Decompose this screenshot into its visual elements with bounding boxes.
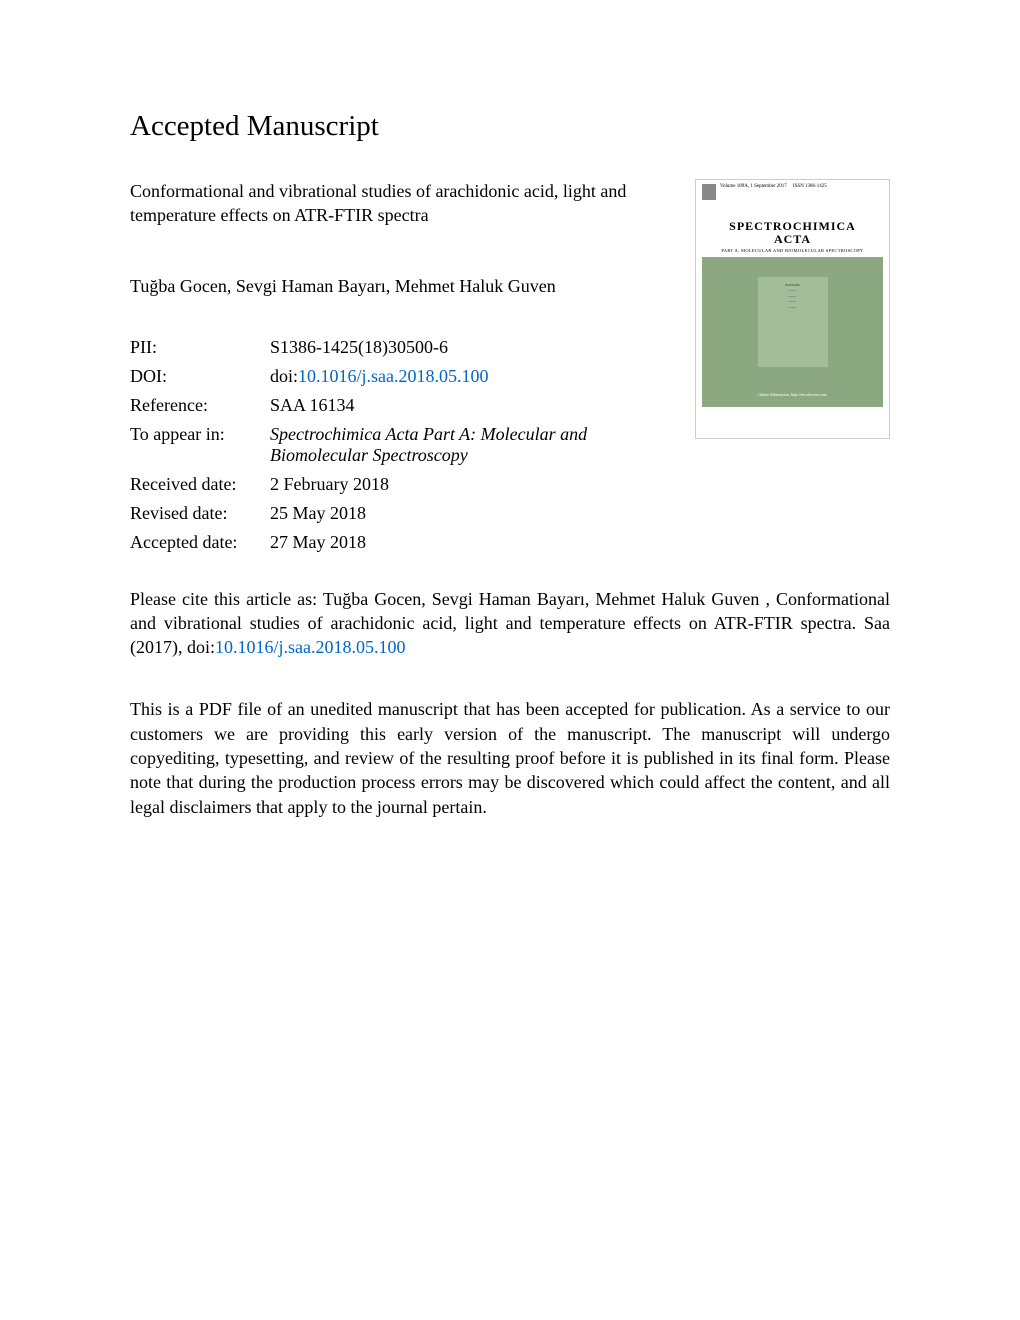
appear-label: To appear in: bbox=[130, 420, 270, 470]
elsevier-logo-icon bbox=[702, 184, 716, 200]
table-row: DOI: doi:10.1016/j.saa.2018.05.100 bbox=[130, 362, 675, 391]
table-row: Accepted date: 27 May 2018 bbox=[130, 528, 675, 557]
authors: Tuğba Gocen, Sevgi Haman Bayarı, Mehmet … bbox=[130, 276, 675, 297]
cover-volume: Volume 189A, 1 September 2017 bbox=[720, 184, 787, 189]
received-value: 2 February 2018 bbox=[270, 470, 675, 499]
doi-link[interactable]: 10.1016/j.saa.2018.05.100 bbox=[298, 366, 489, 386]
left-column: Conformational and vibrational studies o… bbox=[130, 179, 675, 557]
cover-editor-line: ─── bbox=[762, 306, 824, 312]
pii-value: S1386-1425(18)30500-6 bbox=[270, 333, 675, 362]
pii-label: PII: bbox=[130, 333, 270, 362]
revised-label: Revised date: bbox=[130, 499, 270, 528]
journal-cover: Volume 189A, 1 September 2017 ISSN 1386-… bbox=[695, 179, 890, 439]
received-label: Received date: bbox=[130, 470, 270, 499]
doi-value: doi:10.1016/j.saa.2018.05.100 bbox=[270, 362, 675, 391]
disclaimer-text: This is a PDF file of an unedited manusc… bbox=[130, 697, 890, 818]
accepted-value: 27 May 2018 bbox=[270, 528, 675, 557]
doi-label: DOI: bbox=[130, 362, 270, 391]
table-row: Received date: 2 February 2018 bbox=[130, 470, 675, 499]
table-row: Revised date: 25 May 2018 bbox=[130, 499, 675, 528]
reference-label: Reference: bbox=[130, 391, 270, 420]
table-row: PII: S1386-1425(18)30500-6 bbox=[130, 333, 675, 362]
reference-value: SAA 16134 bbox=[270, 391, 675, 420]
page-heading: Accepted Manuscript bbox=[130, 110, 890, 143]
citation-text: Please cite this article as: Tuğba Gocen… bbox=[130, 587, 890, 660]
cover-body: EDITORS ─── ─── ─── ─── Online Submissio… bbox=[702, 257, 883, 407]
doi-prefix: doi: bbox=[270, 366, 298, 386]
citation-doi-link[interactable]: 10.1016/j.saa.2018.05.100 bbox=[215, 637, 406, 657]
article-title: Conformational and vibrational studies o… bbox=[130, 179, 675, 228]
cover-editors-panel: EDITORS ─── ─── ─── ─── bbox=[758, 277, 828, 367]
cover-issn: ISSN 1386-1425 bbox=[793, 184, 827, 189]
table-row: Reference: SAA 16134 bbox=[130, 391, 675, 420]
metadata-table: PII: S1386-1425(18)30500-6 DOI: doi:10.1… bbox=[130, 333, 675, 557]
cover-header: Volume 189A, 1 September 2017 ISSN 1386-… bbox=[696, 180, 889, 220]
cover-subtitle: PART A: MOLECULAR AND BIOMOLECULAR SPECT… bbox=[702, 248, 883, 253]
cover-title-block: SPECTROCHIMICA ACTA PART A: MOLECULAR AN… bbox=[696, 220, 889, 253]
content-row: Conformational and vibrational studies o… bbox=[130, 179, 890, 557]
cover-footer: Online Submission: http://ees.elsevier.c… bbox=[702, 392, 883, 397]
cover-journal-name-2: ACTA bbox=[702, 233, 883, 246]
accepted-label: Accepted date: bbox=[130, 528, 270, 557]
revised-value: 25 May 2018 bbox=[270, 499, 675, 528]
appear-value: Spectrochimica Acta Part A: Molecular an… bbox=[270, 420, 675, 470]
table-row: To appear in: Spectrochimica Acta Part A… bbox=[130, 420, 675, 470]
cover-volume-info: Volume 189A, 1 September 2017 ISSN 1386-… bbox=[720, 184, 827, 189]
